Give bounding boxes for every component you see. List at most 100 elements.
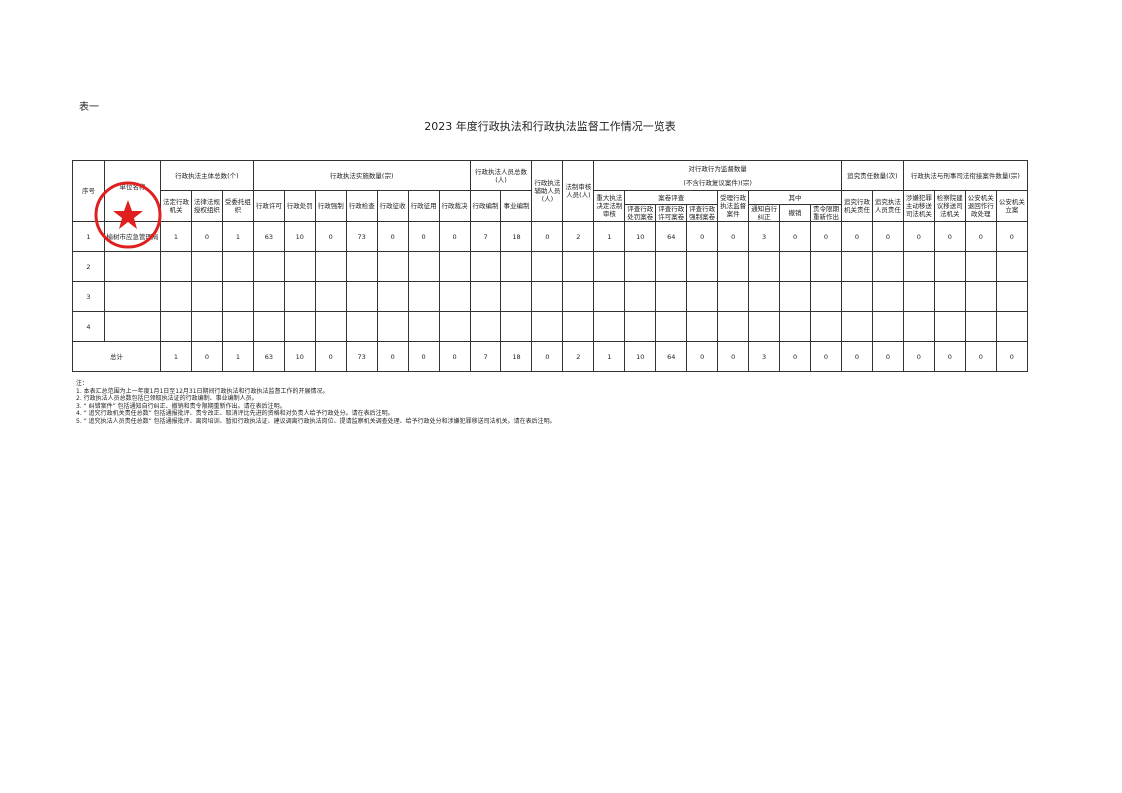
- row-unit: [104, 311, 161, 342]
- header-link: 公安机关退回作行政处理: [964, 190, 997, 222]
- header-link: 检察院建议移送司法机关: [933, 190, 966, 222]
- row-value: [438, 311, 471, 342]
- row-value: [221, 311, 254, 342]
- row-value: [160, 311, 192, 342]
- row-value: [593, 311, 626, 342]
- header-impl: 行政征收: [376, 190, 409, 222]
- row-value: [902, 311, 935, 342]
- header-seq: 序号: [72, 160, 105, 222]
- row-unit: 榆树市应急管理局: [104, 221, 161, 252]
- total-value: 18: [500, 341, 533, 372]
- row-value: [840, 311, 873, 342]
- header-impl: 行政征用: [407, 190, 440, 222]
- header-impl: 行政裁决: [438, 190, 471, 222]
- row-value: 7: [469, 221, 502, 252]
- row-value: 0: [407, 221, 440, 252]
- row-value: 1: [593, 221, 626, 252]
- row-value: 63: [252, 221, 285, 252]
- row-value: [902, 251, 935, 282]
- note-line: 2. 行政执法人员总数包括已领取执法证的行政编制、事业编制人员。: [76, 395, 258, 403]
- row-value: 0: [314, 221, 347, 252]
- row-value: 10: [283, 221, 316, 252]
- row-value: [871, 311, 904, 342]
- header-account-total: 追究责任数量(次): [840, 160, 904, 191]
- row-value: 0: [717, 221, 750, 252]
- row-value: 73: [345, 221, 378, 252]
- row-value: [995, 251, 1029, 282]
- row-value: [748, 311, 781, 342]
- header-link: 涉嫌犯罪主动移送司法机关: [902, 190, 935, 222]
- row-value: [252, 281, 285, 312]
- row-value: 0: [190, 221, 223, 252]
- row-value: [531, 281, 564, 312]
- row-value: [779, 311, 812, 342]
- row-value: 0: [964, 221, 997, 252]
- header-link: 公安机关立案: [995, 190, 1029, 222]
- row-value: [314, 251, 347, 282]
- row-value: [500, 311, 533, 342]
- row-value: [748, 281, 781, 312]
- page-title: 2023 年度行政执法和行政执法监督工作情况一览表: [424, 120, 676, 133]
- row-value: 0: [840, 221, 873, 252]
- total-value: 3: [748, 341, 781, 372]
- header-subject-total: 行政执法主体总数(个): [160, 160, 254, 191]
- row-value: [717, 251, 750, 282]
- total-value: 73: [345, 341, 378, 372]
- row-value: [624, 251, 657, 282]
- row-value: [407, 251, 440, 282]
- row-seq: 4: [72, 311, 105, 342]
- row-unit: [104, 251, 161, 282]
- row-value: [779, 281, 812, 312]
- row-value: 64: [655, 221, 688, 252]
- row-value: [221, 251, 254, 282]
- total-value: 0: [376, 341, 409, 372]
- row-value: 1: [221, 221, 254, 252]
- row-value: [407, 311, 440, 342]
- row-value: [624, 281, 657, 312]
- row-value: 0: [376, 221, 409, 252]
- header-among: 其中: [748, 190, 842, 205]
- table-label: 表一: [79, 102, 99, 113]
- total-value: 64: [655, 341, 688, 372]
- row-value: [500, 251, 533, 282]
- total-value: 10: [624, 341, 657, 372]
- row-value: 0: [686, 221, 719, 252]
- row-value: 1: [160, 221, 192, 252]
- row-value: [810, 281, 842, 312]
- header-impl: 行政处罚: [283, 190, 316, 222]
- row-seq: 2: [72, 251, 105, 282]
- header-link-total: 行政执法与刑事司法衔接案件数量(宗): [902, 160, 1029, 191]
- table-row: 3: [72, 281, 1029, 312]
- header-among-item: 责令限期重新作出: [810, 204, 842, 222]
- row-value: [469, 281, 502, 312]
- row-value: [933, 281, 966, 312]
- header-review-item: 评查行政强制案卷: [686, 204, 719, 222]
- row-value: [686, 311, 719, 342]
- notes: 注： 1. 本表汇总范围为上一年度1月1日至12月31日期间行政执法和行政执法监督…: [76, 380, 556, 426]
- table-row: 4: [72, 311, 1029, 342]
- row-value: [314, 311, 347, 342]
- total-value: 63: [252, 341, 285, 372]
- note-line: 4. “ 追究行政机关责任总数” 包括通报批评、责令改正、取消评比先进的资格和对…: [76, 410, 394, 418]
- row-value: [562, 281, 595, 312]
- row-value: 0: [902, 221, 935, 252]
- row-value: [562, 311, 595, 342]
- row-value: [562, 251, 595, 282]
- row-value: [221, 281, 254, 312]
- total-label: 总计: [72, 341, 161, 372]
- row-value: [717, 281, 750, 312]
- row-value: [190, 311, 223, 342]
- header-review-item: 评查行政许可案卷: [655, 204, 688, 222]
- note-line: 3. “ 纠错案件” 包括通知自行纠正、撤销和责令限期重新作出。请在表后注明。: [76, 402, 286, 410]
- header-review-item: 评查行政处罚案卷: [624, 204, 657, 222]
- row-value: 0: [438, 221, 471, 252]
- total-value: 0: [531, 341, 564, 372]
- row-value: 0: [871, 221, 904, 252]
- total-value: 0: [314, 341, 347, 372]
- row-value: [345, 281, 378, 312]
- total-value: 1: [160, 341, 192, 372]
- header-staff: 行政编制: [469, 190, 502, 222]
- row-value: [964, 311, 997, 342]
- row-value: [902, 281, 935, 312]
- total-value: 0: [995, 341, 1029, 372]
